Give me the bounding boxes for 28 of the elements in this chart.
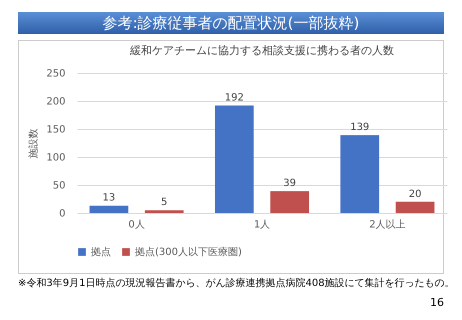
bar: [144, 210, 184, 213]
y-tick-label: 250: [46, 68, 66, 80]
y-axis-title: 施設数: [27, 128, 40, 158]
x-tick-label: 2人以上: [369, 218, 406, 230]
bar: [214, 105, 254, 213]
chart-title: 参考:診療従事者の配置状況(一部抜粋): [18, 12, 444, 34]
y-tick-label: 200: [46, 96, 66, 108]
y-tick-label: 100: [46, 152, 66, 164]
data-label: 39: [283, 178, 296, 190]
x-tick-label: 0人: [128, 220, 145, 230]
y-tick-label: 50: [52, 180, 66, 192]
legend-label: 拠点: [91, 246, 111, 258]
data-label: 5: [161, 197, 168, 208]
y-tick-label: 0: [59, 208, 66, 220]
chart-subtitle: 緩和ケアチームに協力する相談支援に携わる者の人数: [129, 44, 394, 57]
data-label: 192: [224, 92, 244, 104]
bar: [90, 206, 128, 213]
data-label: 139: [350, 122, 370, 134]
bar: [396, 202, 434, 213]
text: ※令和3年9月1日時点の現況報告書から、がん診療連携拠点病院408施設にて集計を行ったもの。: [18, 276, 455, 290]
x-tick-label: 1人: [254, 220, 270, 230]
data-label: 20: [408, 188, 422, 200]
data-label: 13: [102, 192, 116, 204]
bar: [340, 135, 380, 213]
bar: [270, 191, 310, 213]
legend-label: 拠点(300人以下医療圏): [135, 246, 242, 258]
text: 16: [430, 296, 444, 309]
y-tick-label: 150: [46, 124, 66, 136]
